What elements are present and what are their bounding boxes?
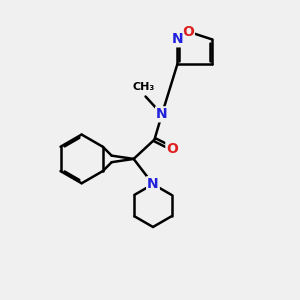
Text: O: O [167, 142, 178, 155]
Text: N: N [147, 177, 159, 191]
Text: CH₃: CH₃ [133, 82, 155, 92]
Text: N: N [156, 107, 168, 121]
Text: O: O [182, 25, 194, 39]
Text: N: N [172, 32, 183, 46]
